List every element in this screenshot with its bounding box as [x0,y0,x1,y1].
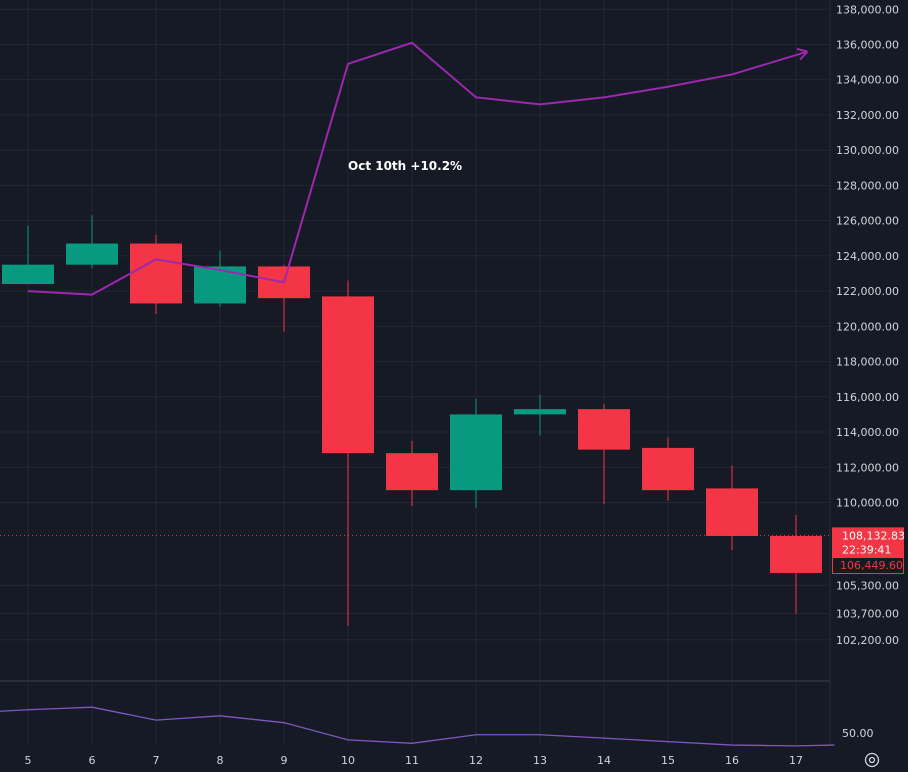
time-tick-label: 7 [153,754,160,767]
candle-body [2,264,54,285]
candle-body [642,447,694,491]
candle-body [770,535,822,573]
candle-body [66,243,118,265]
price-tick-label: 114,000.00 [836,426,899,439]
price-tick-label: 126,000.00 [836,215,899,228]
candle-body [578,409,630,450]
grid-lines [0,0,830,746]
settings-gear-icon[interactable] [864,752,880,768]
oscillator-line [0,706,835,747]
price-tick-label: 118,000.00 [836,356,899,369]
time-tick-label: 14 [597,754,611,767]
price-tick-label: 124,000.00 [836,250,899,263]
price-tick-label: 132,000.00 [836,109,899,122]
projection-arrow-head [796,47,808,53]
projection-polyline [27,41,797,296]
candle-body [514,409,566,415]
time-tick-label: 16 [725,754,739,767]
price-tick-label: 116,000.00 [836,391,899,404]
candle-body [386,453,438,491]
price-axis[interactable]: 138,000.00 136,000.00 134,000.00 132,000.00… [836,3,899,647]
projection-arrow-head [799,50,809,61]
time-tick-label: 6 [89,754,96,767]
price-tick-label: 105,300.00 [836,579,899,592]
price-tick-label: 138,000.00 [836,3,899,16]
time-tick-label: 9 [281,754,288,767]
oscillator-pane: 50.00 [0,706,874,747]
price-tick-label: 102,200.00 [836,634,899,647]
time-tick-label: 11 [405,754,419,767]
time-tick-label: 15 [661,754,675,767]
price-tick-label: 130,000.00 [836,144,899,157]
price-tick-label: 120,000.00 [836,320,899,333]
price-tick-label: 103,700.00 [836,607,899,620]
time-tick-label: 13 [533,754,547,767]
candle-body [450,414,502,491]
time-tick-label: 12 [469,754,483,767]
price-tick-label: 136,000.00 [836,39,899,52]
oscillator-tick-label: 50.00 [842,727,874,740]
projection-line [27,41,809,296]
price-tick-label: 134,000.00 [836,74,899,87]
candle-body [194,266,246,304]
time-tick-label: 8 [217,754,224,767]
time-tick-label: 17 [789,754,803,767]
candles [2,215,822,626]
candle-body [322,296,374,454]
price-tick-label: 110,000.00 [836,496,899,509]
candle-body [706,488,758,536]
price-tick-label: 122,000.00 [836,285,899,298]
secondary-price-label: 106,449.60 [840,559,903,572]
price-tick-label: 128,000.00 [836,179,899,192]
time-axis[interactable]: 5 6 7 8 9 10 11 12 13 14 15 16 17 [25,754,804,767]
time-tick-label: 5 [25,754,32,767]
current-price-tag [832,527,904,560]
time-tick-label: 10 [341,754,355,767]
current-price-label: 108,132.83 [842,529,905,542]
projection-segment [795,50,808,57]
price-tick-label: 112,000.00 [836,461,899,474]
chart-annotation: Oct 10th +10.2% [348,159,462,173]
candle-body [130,243,182,304]
secondary-price-tag [832,557,904,575]
countdown-label: 22:39:41 [842,543,891,556]
